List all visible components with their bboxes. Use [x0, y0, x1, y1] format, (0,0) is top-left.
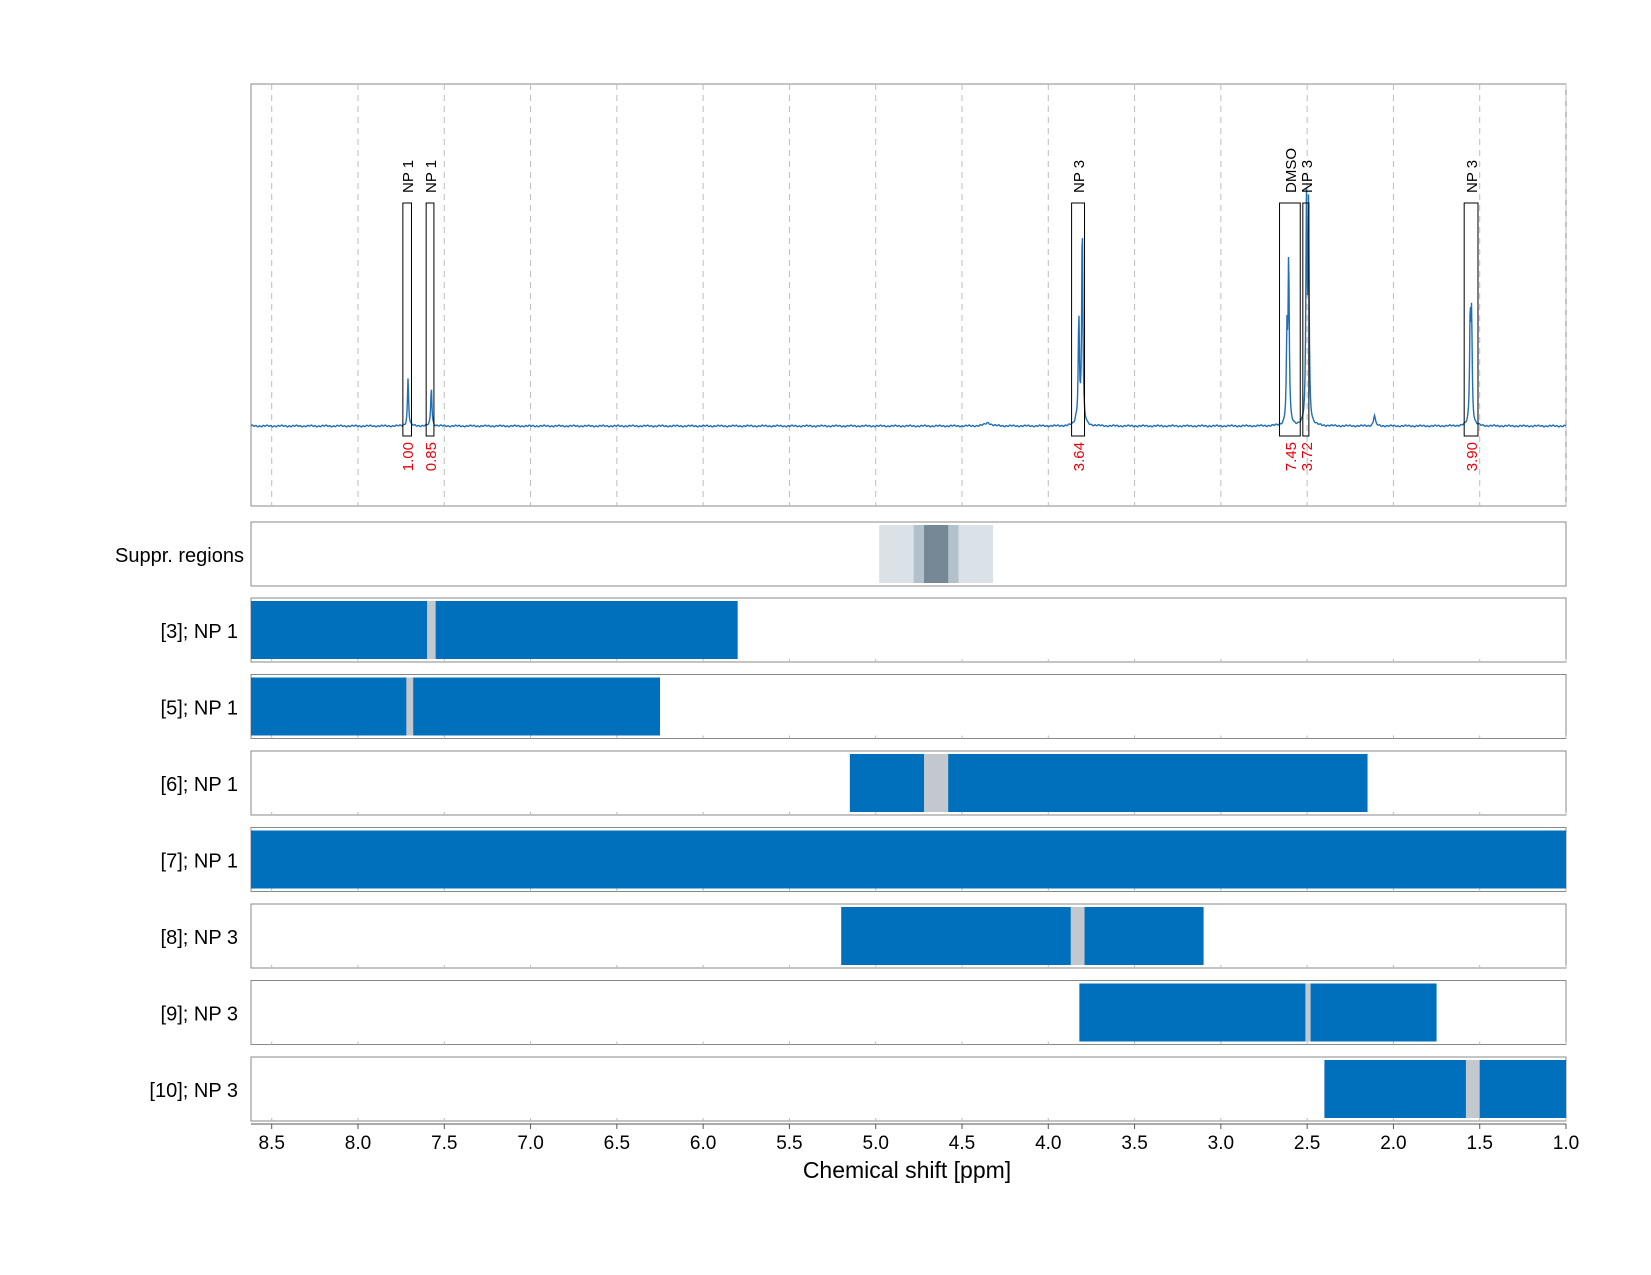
x-tick-label: 3.0 — [1208, 1133, 1234, 1154]
peak-region-label: NP 3 — [1299, 160, 1316, 193]
track-peak-gap — [924, 754, 949, 812]
x-axis: 8.5 8.0 7.5 7.0 6.5 6.0 5.5 5.0 4.5 4.0 3.5 3.0 2.5 2… — [251, 1123, 1579, 1154]
x-tick-label: 4.0 — [1035, 1133, 1061, 1154]
x-tick-label: 8.5 — [258, 1133, 284, 1154]
track-label: [7]; NP 1 — [161, 851, 238, 873]
spectrum-panel: NP 1 1.00 NP 1 0.85 NP 3 3.64 DMSO 7.45 NP 3 3.72… — [250, 83, 1567, 507]
peak-integral-value: 3.90 — [1464, 442, 1481, 471]
x-tick-label: 6.5 — [604, 1133, 630, 1154]
peak-region-label: NP 3 — [1071, 160, 1088, 193]
peak-region-label: DMSO — [1283, 148, 1300, 193]
x-tick-label: 5.0 — [863, 1133, 889, 1154]
track-label: [3]; NP 1 — [161, 621, 238, 643]
track-peak-gap — [406, 677, 414, 736]
track-label: [10]; NP 3 — [149, 1080, 238, 1102]
x-tick-label: 2.5 — [1294, 1133, 1320, 1154]
x-tick-label: 2.0 — [1380, 1133, 1406, 1154]
spectrum-frame — [250, 83, 1567, 507]
peak-integral-value: 3.64 — [1071, 442, 1088, 471]
peak-region-box — [1302, 202, 1310, 437]
peak-region-box — [402, 202, 412, 437]
track-peak-gap — [427, 601, 436, 659]
peak-integral-value: 0.85 — [423, 442, 440, 471]
track-bar — [251, 677, 660, 736]
track-label: [5]; NP 1 — [161, 698, 238, 720]
x-tick-label: 8.0 — [345, 1133, 371, 1154]
track-bar — [1079, 983, 1437, 1042]
x-tick-label: 7.0 — [517, 1133, 543, 1154]
x-tick-label: 3.5 — [1121, 1133, 1147, 1154]
x-tick-label: 6.0 — [690, 1133, 716, 1154]
x-tick-label: 1.5 — [1467, 1133, 1493, 1154]
track-bar — [841, 907, 1204, 965]
peak-integral-value: 7.45 — [1283, 442, 1300, 471]
suppression-label: Suppr. regions — [115, 545, 244, 567]
track-label: [8]; NP 3 — [161, 927, 238, 949]
x-tick-label: 1.0 — [1553, 1133, 1579, 1154]
peak-integral-value: 3.72 — [1299, 442, 1316, 471]
peak-integral-value: 1.00 — [400, 442, 417, 471]
track-bar — [1324, 1060, 1566, 1118]
peak-region-box — [1463, 202, 1479, 437]
peak-region-box — [1279, 202, 1301, 437]
track-label: [6]; NP 1 — [161, 774, 238, 796]
peak-region-label: NP 1 — [400, 160, 417, 193]
peak-region-label: NP 3 — [1464, 160, 1481, 193]
x-tick-label: 4.5 — [949, 1133, 975, 1154]
suppression-band — [924, 525, 949, 583]
track-bar — [251, 601, 738, 659]
x-tick-label: 5.5 — [776, 1133, 802, 1154]
x-axis-label: Chemical shift [ppm] — [803, 1157, 1011, 1183]
track-peak-gap — [1070, 907, 1085, 965]
peak-region-box — [1071, 202, 1086, 437]
tracks-panel: [3]; NP 1 [5]; NP 1 [6]; NP 1 [7]; NP 1 [8];… — [149, 597, 1567, 1122]
track-bar — [251, 830, 1566, 889]
track-label: [9]; NP 3 — [161, 1004, 238, 1026]
peak-region-label: NP 1 — [423, 160, 440, 193]
track-peak-gap — [1305, 983, 1311, 1042]
x-tick-label: 7.5 — [431, 1133, 457, 1154]
peak-region-box — [425, 202, 435, 437]
spectrum-trace — [250, 188, 1567, 428]
track-peak-gap — [1465, 1060, 1480, 1118]
suppression-panel: Suppr. regions — [115, 521, 1567, 587]
